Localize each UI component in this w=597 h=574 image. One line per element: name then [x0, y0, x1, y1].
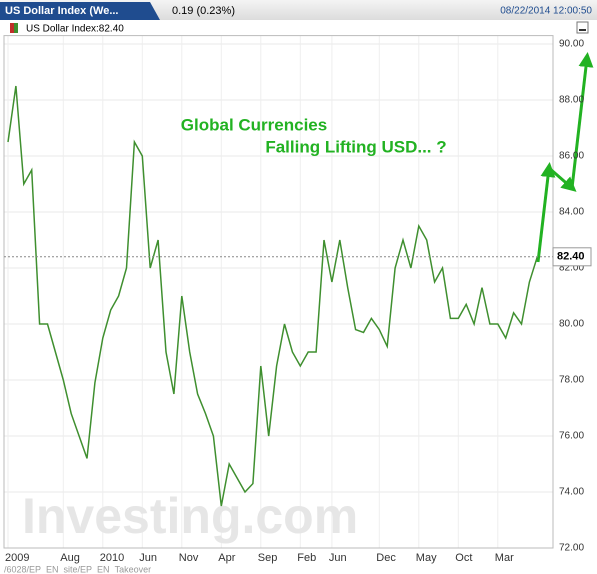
- x-tick-label: May: [416, 552, 437, 564]
- x-tick-label: Jun: [329, 552, 347, 564]
- arrow: [536, 162, 556, 263]
- legend: US Dollar Index:82.40: [26, 24, 124, 35]
- y-tick-label: 76.00: [559, 431, 584, 442]
- plot-frame: [3, 35, 554, 549]
- y-tick-label: 80.00: [559, 319, 584, 330]
- tab-title[interactable]: US Dollar Index (We...: [5, 5, 119, 17]
- change: 0.19 (0.23%): [172, 5, 235, 17]
- x-tick-label: Oct: [455, 552, 472, 564]
- y-tick-label: 78.00: [559, 375, 584, 386]
- last-price-box: [552, 247, 592, 267]
- footer: /6028/EP_EN_site/EP_EN_Takeover: [4, 564, 151, 574]
- x-tick-label: Mar: [495, 552, 514, 564]
- y-tick-label: 72.00: [559, 543, 584, 554]
- x-tick-label: Apr: [218, 552, 235, 564]
- x-tick-label: Dec: [376, 552, 396, 564]
- x-tick-label: Aug: [60, 552, 80, 564]
- y-tick-label: 82.00: [559, 263, 584, 274]
- minimize-button[interactable]: [576, 21, 589, 34]
- y-tick-label: 90.00: [559, 39, 584, 50]
- x-tick-label: Feb: [297, 552, 316, 564]
- legend-icon: [10, 23, 14, 33]
- x-tick-label: Sep: [258, 552, 278, 564]
- y-tick-label: 74.00: [559, 487, 584, 498]
- x-tick-label: Nov: [179, 552, 199, 564]
- y-tick-label: 86.00: [559, 151, 584, 162]
- timestamp: 08/22/2014 12:00:50: [500, 6, 592, 17]
- tab[interactable]: [0, 2, 160, 20]
- annotation: Falling Lifting USD... ?: [265, 137, 446, 156]
- x-tick-label: Jun: [139, 552, 157, 564]
- watermark: Investing.com: [22, 488, 358, 544]
- last-price-label: 82.40: [557, 251, 585, 263]
- x-tick-label: 2009: [5, 552, 29, 564]
- y-tick-label: 84.00: [559, 207, 584, 218]
- arrow: [570, 52, 594, 189]
- price-line: [7, 85, 539, 507]
- y-tick-label: 88.00: [559, 95, 584, 106]
- legend-icon: [14, 23, 18, 33]
- annotation: Global Currencies: [181, 115, 327, 134]
- x-tick-label: 2010: [100, 552, 124, 564]
- arrow: [548, 166, 577, 192]
